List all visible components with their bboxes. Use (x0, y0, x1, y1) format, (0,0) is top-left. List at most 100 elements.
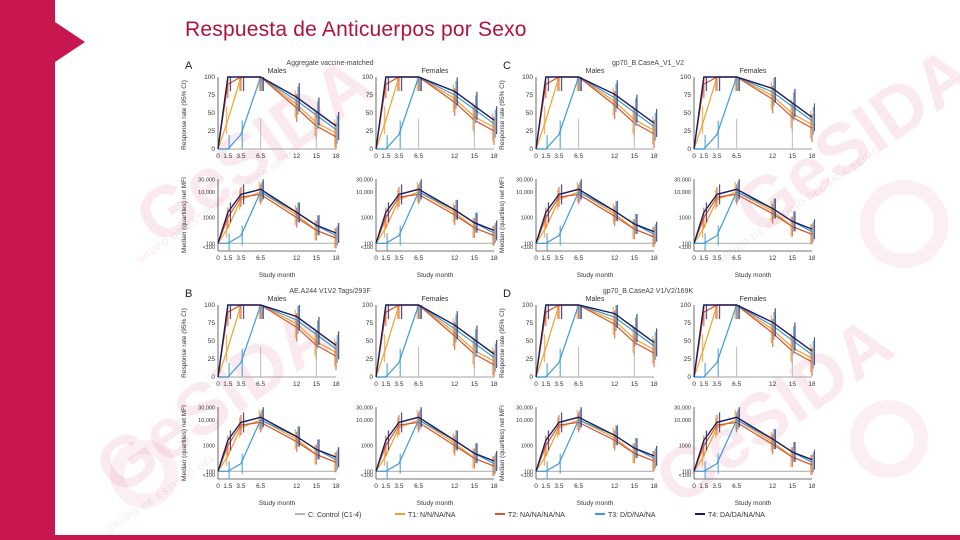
x-axis-label: Study month (417, 500, 454, 507)
y-tick-label: 25 (526, 128, 534, 135)
x-tick-label: 1.5 (381, 153, 390, 160)
y-tick-label: 25 (208, 128, 216, 135)
x-tick-label: 18 (808, 381, 815, 388)
x-tick-label: 6.5 (732, 153, 741, 160)
x-tick-label: 6.5 (414, 153, 423, 160)
x-tick-label: 12 (293, 381, 301, 388)
x-tick-label: 12 (769, 381, 777, 388)
series-line-t4 (375, 188, 495, 244)
y-tick-label: 25 (684, 128, 692, 135)
brand-left-bar (0, 0, 55, 540)
series-line-t4 (535, 76, 655, 150)
x-axis-label: Study month (735, 272, 772, 279)
gear-watermark-icon (850, 400, 928, 478)
y-tick-label: 10,000 (356, 190, 373, 196)
x-tick-label: 6.5 (256, 483, 265, 490)
y-tick-label: 100 (680, 74, 691, 81)
x-tick-label: 12 (451, 153, 459, 160)
x-tick-label: 0 (534, 153, 538, 160)
x-tick-label: 18 (490, 153, 498, 160)
y-tick-label: <100 (203, 245, 215, 251)
x-tick-label: 15 (313, 381, 321, 388)
x-tick-label: 1.5 (223, 381, 232, 388)
x-tick-label: 1.5 (699, 153, 708, 160)
y-tick-label: <100 (521, 473, 533, 479)
panel-letter: A (185, 60, 193, 72)
x-tick-label: 3.5 (554, 483, 563, 490)
y-tick-label: 10,000 (674, 418, 691, 424)
panel-letter: B (185, 288, 192, 300)
series-line-t4 (375, 76, 495, 150)
x-tick-label: 3.5 (554, 381, 563, 388)
sex-label-females: Females (422, 68, 449, 75)
x-tick-label: 1.5 (699, 255, 708, 262)
panel-antigen-title: gp70_B.CaseA_V1_V2 (612, 60, 684, 67)
x-tick-label: 0 (692, 153, 696, 160)
x-tick-label: 3.5 (394, 153, 403, 160)
y-tick-label: 0 (369, 146, 373, 153)
legend-label: C: Control (C1-4) (308, 512, 361, 519)
x-tick-label: 1.5 (381, 255, 390, 262)
y-tick-label: 10,000 (198, 418, 215, 424)
y-tick-label: <100 (679, 245, 691, 251)
y-tick-label: 30,000 (198, 406, 215, 412)
y-tick-label: 75 (208, 320, 216, 327)
x-tick-label: 0 (374, 483, 378, 490)
x-tick-label: 18 (650, 255, 658, 262)
x-tick-label: 6.5 (414, 255, 423, 262)
x-tick-label: 12 (451, 255, 459, 262)
y-tick-label: 100 (522, 302, 533, 309)
x-tick-label: 1.5 (381, 483, 390, 490)
x-tick-label: 18 (650, 483, 658, 490)
y-axis-label-rate: Response rate (95% CI) (499, 308, 506, 378)
x-tick-label: 6.5 (256, 381, 265, 388)
x-tick-label: 18 (490, 255, 498, 262)
x-tick-label: 15 (789, 483, 797, 490)
x-tick-label: 0 (534, 483, 538, 490)
x-tick-label: 15 (631, 255, 639, 262)
x-tick-label: 6.5 (732, 483, 741, 490)
x-tick-label: 6.5 (574, 483, 583, 490)
series-line-t4 (535, 304, 655, 378)
x-tick-label: 18 (808, 255, 815, 262)
y-tick-label: 100 (522, 74, 533, 81)
x-tick-label: 3.5 (394, 381, 403, 388)
x-tick-label: 3.5 (554, 153, 563, 160)
x-axis-label: Study month (735, 500, 772, 507)
y-tick-label: 50 (526, 338, 534, 345)
y-tick-label: 0 (211, 374, 215, 381)
y-tick-label: 100 (362, 302, 373, 309)
x-tick-label: 0 (374, 381, 378, 388)
y-tick-label: 100 (206, 469, 215, 475)
y-tick-label: 100 (364, 241, 373, 247)
y-axis-label-mfi: Median (quartiles) net MFI (181, 405, 188, 481)
x-tick-label: 15 (631, 381, 639, 388)
x-tick-label: 0 (692, 381, 696, 388)
y-tick-label: 1000 (361, 216, 373, 222)
legend-label: T2: NA/NA/NA/NA (508, 512, 565, 519)
panel-letter: C (503, 60, 511, 72)
legend-label: T3: D/D/NA/NA (608, 512, 656, 519)
x-tick-label: 1.5 (541, 153, 550, 160)
x-tick-label: 18 (650, 153, 658, 160)
x-tick-label: 15 (471, 381, 479, 388)
x-tick-label: 3.5 (394, 483, 403, 490)
series-line-t4 (693, 188, 813, 244)
y-tick-label: 30,000 (674, 406, 691, 412)
y-tick-label: <100 (679, 473, 691, 479)
x-tick-label: 1.5 (223, 483, 232, 490)
y-tick-label: 50 (208, 338, 216, 345)
x-tick-label: 3.5 (236, 381, 245, 388)
x-tick-label: 1.5 (381, 381, 390, 388)
y-tick-label: 100 (204, 74, 215, 81)
y-tick-label: <100 (203, 473, 215, 479)
x-tick-label: 12 (293, 483, 301, 490)
series-line-t4 (693, 76, 813, 150)
y-axis-label-mfi: Median (quartiles) net MFI (499, 405, 506, 481)
brand-bottom-bar (0, 535, 960, 540)
panel-letter: D (503, 288, 511, 300)
y-tick-label: 25 (366, 128, 374, 135)
series-line-t4 (375, 304, 495, 378)
x-tick-label: 0 (216, 483, 220, 490)
y-tick-label: <100 (361, 245, 373, 251)
